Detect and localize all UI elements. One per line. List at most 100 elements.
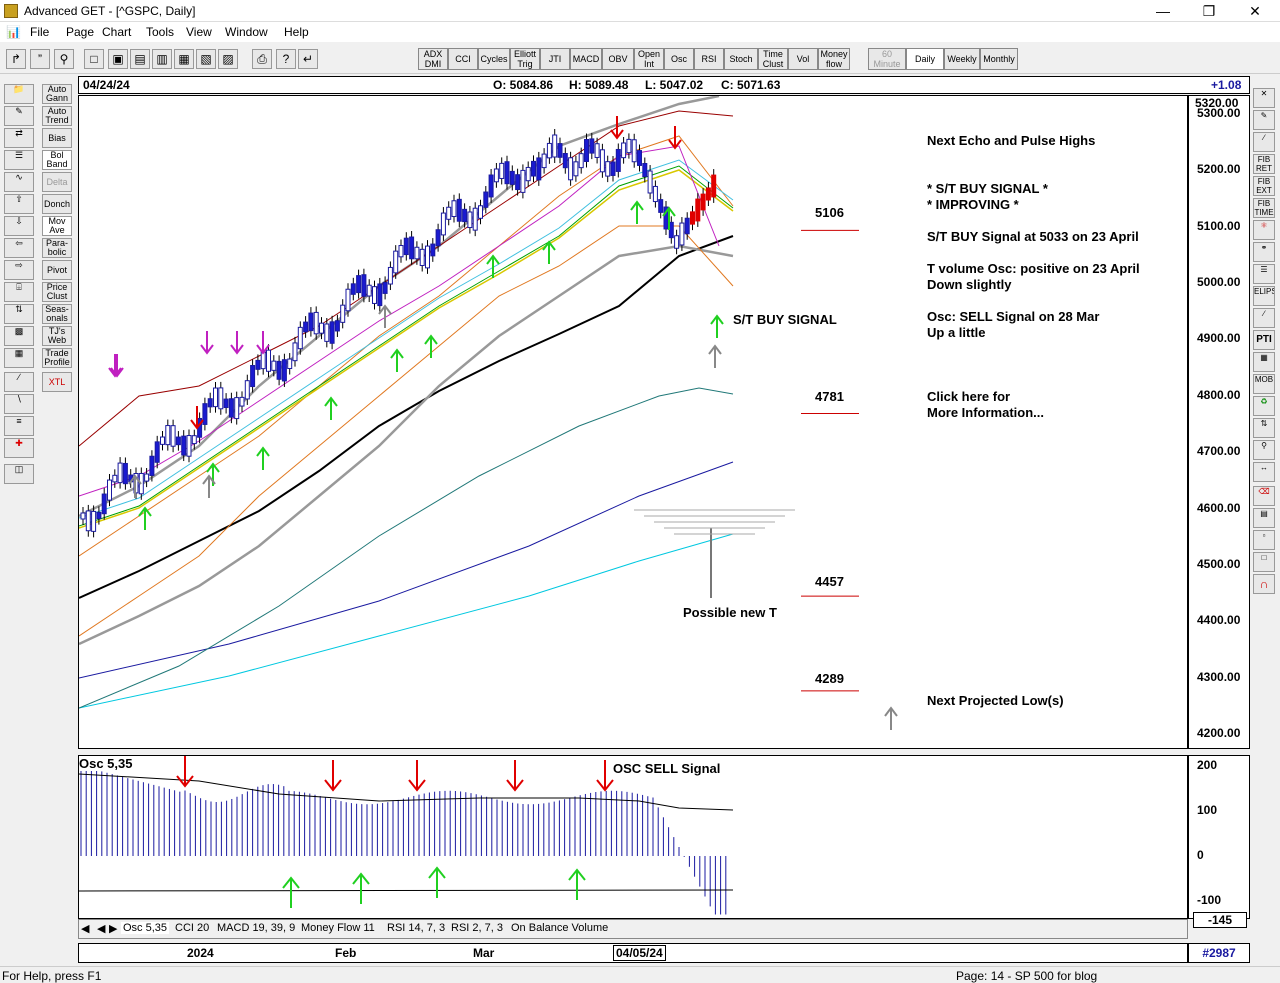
study-delta[interactable]: Delta [42,172,72,192]
arrows-tool-icon[interactable]: ⇅ [1253,418,1275,438]
menu-app-icon[interactable]: 📊 [6,25,21,39]
toolbar-elliott-button[interactable]: Elliott Trig [510,48,540,70]
toolbar-cci-button[interactable]: CCI [448,48,478,70]
arrow-left-icon[interactable]: ⇦ [4,238,34,258]
cycle-arrows-icon[interactable]: ⇅ [4,304,34,324]
tile-icon[interactable]: ▦ [174,49,194,69]
oscillator-panel[interactable]: Osc 5,35 OSC SELL Signal [78,755,1188,919]
crosshair-icon[interactable]: ✚ [4,438,34,458]
study-mov-ave[interactable]: Mov Ave [42,216,72,236]
page-tool-icon[interactable]: □ [1253,552,1275,572]
pencil-icon[interactable]: ✎ [1253,110,1275,130]
study-parabolic[interactable]: Para-bolic [42,238,72,258]
timeframe-weekly-button[interactable]: Weekly [944,48,980,70]
close-button[interactable]: ✕ [1249,3,1261,19]
arrow-down-icon[interactable]: ⇩ [4,216,34,236]
mob-button[interactable]: MOB [1253,374,1275,394]
arrow-right-icon[interactable]: ⇨ [4,260,34,280]
study-auto-gann[interactable]: Auto Gann [42,84,72,104]
toolbar-macd-button[interactable]: MACD [570,48,602,70]
layers-icon[interactable]: ▤ [1253,508,1275,528]
fib-icon[interactable]: ≡ [4,416,34,436]
study-trade-profile[interactable]: Trade Profile [42,348,72,368]
spiral-icon[interactable]: ⚛ [1253,220,1275,240]
new-chart-icon[interactable]: ▣ [108,49,128,69]
minimize-button[interactable]: — [1156,3,1170,19]
lines-icon[interactable]: ∕ [4,372,34,392]
tab-cci[interactable]: CCI 20 [175,922,210,934]
arc-icon[interactable]: ⚭ [1253,242,1275,262]
toolbar-openint-button[interactable]: Open Int [634,48,664,70]
tab-scroll-right[interactable]: ▶ [109,923,118,935]
grid-table-icon[interactable]: ▦ [4,348,34,368]
search-tool-icon[interactable]: ⚲ [1253,440,1275,460]
study-tjs-web[interactable]: TJ's Web [42,326,72,346]
help-icon[interactable]: ? [276,49,296,69]
toolbar-timeclust-button[interactable]: Time Clust [758,48,788,70]
window-icon[interactable]: ▨ [218,49,238,69]
pti-button[interactable]: PTI [1253,330,1275,350]
menu-window[interactable]: Window [225,25,268,39]
tab-osc[interactable]: Osc 5,35 [121,922,170,934]
toolbar-vol-button[interactable]: Vol [788,48,818,70]
toolbar-obv-button[interactable]: OBV [602,48,634,70]
open-chart-icon[interactable]: ▤ [130,49,150,69]
lines-tool-icon[interactable]: ∕ [1253,132,1275,152]
gann-icon[interactable]: ∖ [4,394,34,414]
eraser-icon[interactable]: ⌫ [1253,486,1275,506]
fan-icon[interactable]: ☰ [1253,264,1275,284]
menu-page[interactable]: Page [66,25,95,39]
study-pivot[interactable]: Pivot [42,260,72,280]
study-bol-band[interactable]: Bol Band [42,150,72,170]
menu-chart[interactable]: Chart [102,25,132,39]
page-icon[interactable]: □ [84,49,104,69]
price-chart[interactable]: Next Echo and Pulse Highs * S/T BUY SIGN… [78,95,1188,749]
tab-obv[interactable]: On Balance Volume [511,922,609,934]
study-bias[interactable]: Bias [42,128,72,148]
study-xtl[interactable]: XTL [42,372,72,392]
bars-icon[interactable]: ⌹ [4,282,34,302]
toolbar-cycles-button[interactable]: Cycles [478,48,510,70]
profile-icon[interactable]: ◫ [4,464,34,484]
toolbar-moneyflow-button[interactable]: Money flow [818,48,850,70]
copy-chart-icon[interactable]: ▥ [152,49,172,69]
toolbar-rsi-button[interactable]: RSI [694,48,724,70]
tab-money-flow[interactable]: Money Flow 11 [301,922,375,934]
context-help-icon[interactable]: ↵ [298,49,318,69]
tab-macd[interactable]: MACD 19, 39, 9 [217,922,296,934]
menu-help[interactable]: Help [284,25,309,39]
study-price-clust[interactable]: Price Clust [42,282,72,302]
menu-file[interactable]: File [30,25,50,39]
grid-tool-icon[interactable]: ▦ [1253,352,1275,372]
fib-time-button[interactable]: FIB TIME [1253,198,1275,218]
timeframe-monthly-button[interactable]: Monthly [980,48,1018,70]
magnet-icon[interactable]: ∩ [1253,574,1275,594]
more-info-link-2[interactable]: More Information... [927,405,1044,420]
tab-rsi-14[interactable]: RSI 14, 7, 3 [387,922,446,934]
fib-ext-button[interactable]: FIB EXT [1253,176,1275,196]
tab-rsi-2[interactable]: RSI 2, 7, 3 [451,922,503,934]
study-donch[interactable]: Donch [42,194,72,214]
study-seasonals[interactable]: Seas-onals [42,304,72,324]
tab-scroll-left[interactable]: ◀ [97,923,106,935]
toolbar-jti-button[interactable]: JTI [540,48,570,70]
toolbar-stoch-button[interactable]: Stoch [724,48,758,70]
arrow-up-icon[interactable]: ⇧ [4,194,34,214]
cycle-icon[interactable]: ♻ [1253,396,1275,416]
maximize-button[interactable]: ❐ [1202,3,1216,19]
cursor-icon[interactable]: ↱ [6,49,26,69]
more-info-link-1[interactable]: Click here for [927,389,1011,404]
select-all-icon[interactable]: ▩ [4,326,34,346]
edit-icon[interactable]: ✎ [4,106,34,126]
timeframe-60min-button[interactable]: 60 Minute [868,48,906,70]
timeframe-daily-button[interactable]: Daily [906,48,944,70]
tab-scroll-first[interactable]: ◀ [81,923,90,935]
reset-icon[interactable]: ⇄ [4,128,34,148]
study-auto-trend[interactable]: Auto Trend [42,106,72,126]
close-x-icon[interactable]: ✕ [1253,88,1275,108]
study-icon[interactable]: ☰ [4,150,34,170]
zoom-icon[interactable]: ⚲ [54,49,74,69]
elips-button[interactable]: ELIPS [1253,286,1275,306]
channel-icon[interactable]: ∕ [1253,308,1275,328]
fib-ret-button[interactable]: FIB RET [1253,154,1275,174]
